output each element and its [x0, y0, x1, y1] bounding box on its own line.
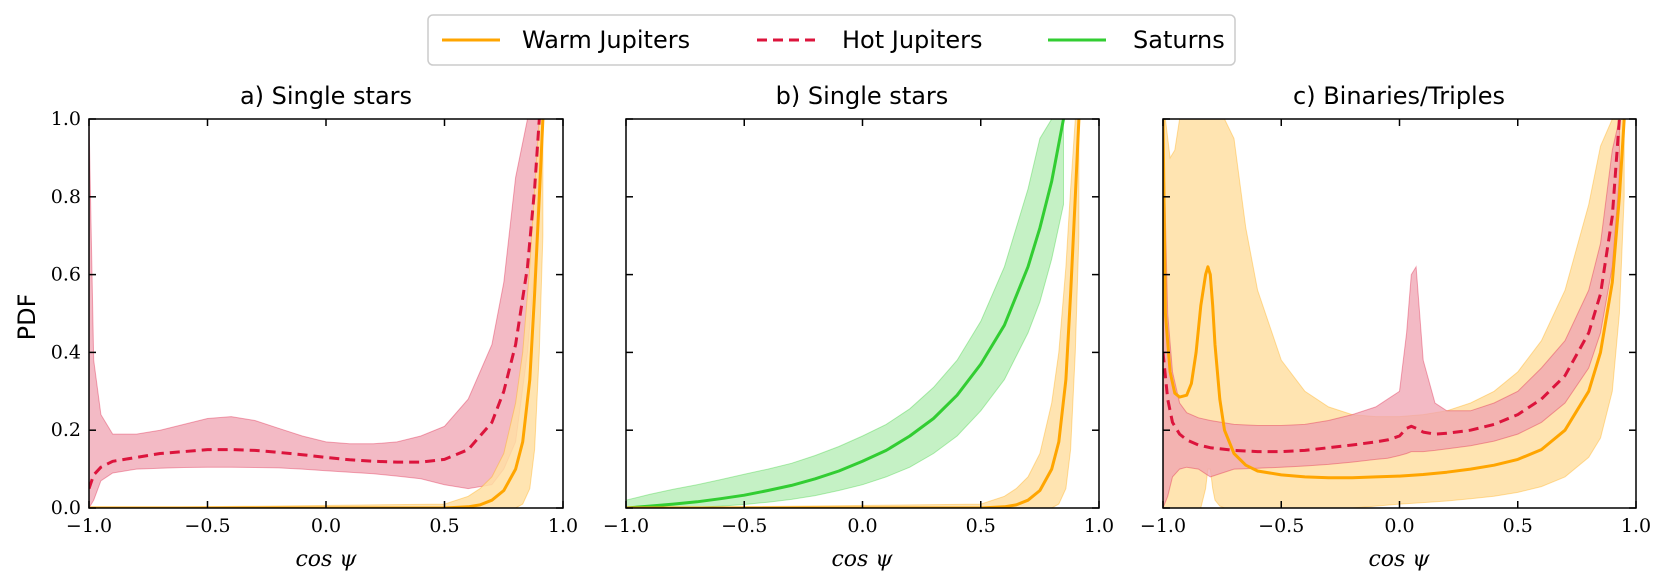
- band-warm-jupiters: [626, 119, 1080, 508]
- x-tick-label: 1.0: [1084, 515, 1114, 537]
- legend-frame: [427, 14, 1236, 66]
- y-axis-label: PDF: [13, 294, 41, 341]
- line-hot-jupiters: [1163, 119, 1621, 454]
- line-saturns: [626, 119, 1065, 508]
- band-warm-jupiters: [89, 119, 544, 508]
- band-saturns: [626, 119, 1064, 508]
- line-warm-jupiters: [626, 119, 1081, 508]
- y-tick-label: 0.2: [51, 419, 81, 441]
- panel-b-title: b) Single stars: [776, 82, 949, 110]
- x-tick-label: −1.0: [1140, 515, 1186, 537]
- panel-c-title: c) Binaries/Triples: [1293, 82, 1505, 110]
- legend: Warm Jupiters Hot Jupiters Saturns: [427, 14, 1236, 66]
- y-tick-label: 0.6: [51, 264, 81, 286]
- legend-label-hot-jupiters: Hot Jupiters: [842, 26, 983, 54]
- x-tick-label: −0.5: [721, 515, 767, 537]
- x-tick-label: −0.5: [184, 515, 230, 537]
- band-hot-jupiters: [89, 119, 540, 508]
- x-tick-label: −1.0: [603, 515, 649, 537]
- x-tick-label: 0.0: [311, 515, 341, 537]
- x-tick-label: 1.0: [548, 515, 578, 537]
- panel-2-data: [1163, 119, 1626, 508]
- x-tick-label: 0.5: [1503, 515, 1533, 537]
- panel-b-x-axis-label: cos ψ: [831, 547, 893, 572]
- x-tick-label: 0.0: [1384, 515, 1414, 537]
- y-tick-label: 0.8: [51, 186, 81, 208]
- x-tick-label: −0.5: [1258, 515, 1304, 537]
- line-hot-jupiters: [89, 119, 541, 490]
- x-tick-label: −1.0: [66, 515, 112, 537]
- panel-a-plot-area: −1.0 −0.5 0.0 0.5 1.0 0.0 0.2 0.4 0.6 0.8 1.0: [51, 108, 578, 537]
- panel-1-data: [626, 119, 1081, 508]
- x-tick-label: 0.5: [429, 515, 459, 537]
- y-tick-label: 0.0: [51, 497, 81, 519]
- legend-label-warm-jupiters: Warm Jupiters: [522, 26, 690, 54]
- x-tick-label: 0.0: [847, 515, 877, 537]
- legend-label-saturns: Saturns: [1133, 26, 1225, 54]
- panel-b-plot-area: −1.0 −0.5 0.0 0.5 1.0: [603, 118, 1114, 537]
- line-warm-jupiters: [1163, 119, 1626, 480]
- panel-c: c) Binaries/Triples −1.0 −0.5 0.0 0.5 1.0 co…: [1140, 82, 1651, 572]
- y-tick-label: 1.0: [51, 108, 81, 130]
- panel-b: b) Single stars −1.0 −0.5 0.0 0.5 1.0 cos ψ: [603, 82, 1114, 572]
- panel-c-plot-area: −1.0 −0.5 0.0 0.5 1.0: [1140, 118, 1651, 537]
- line-warm-jupiters: [89, 119, 545, 508]
- panel-a: a) Single stars −1.0 −0.5 0.0 0.5 1.0 0.0 0.2 0…: [51, 82, 578, 572]
- x-tick-label: 1.0: [1621, 515, 1651, 537]
- panel-0-data: [89, 119, 545, 508]
- panel-a-title: a) Single stars: [240, 82, 412, 110]
- panel-a-x-axis-label: cos ψ: [295, 547, 357, 572]
- x-tick-label: 0.5: [966, 515, 996, 537]
- y-tick-label: 0.4: [51, 341, 81, 363]
- panel-c-x-axis-label: cos ψ: [1368, 547, 1430, 572]
